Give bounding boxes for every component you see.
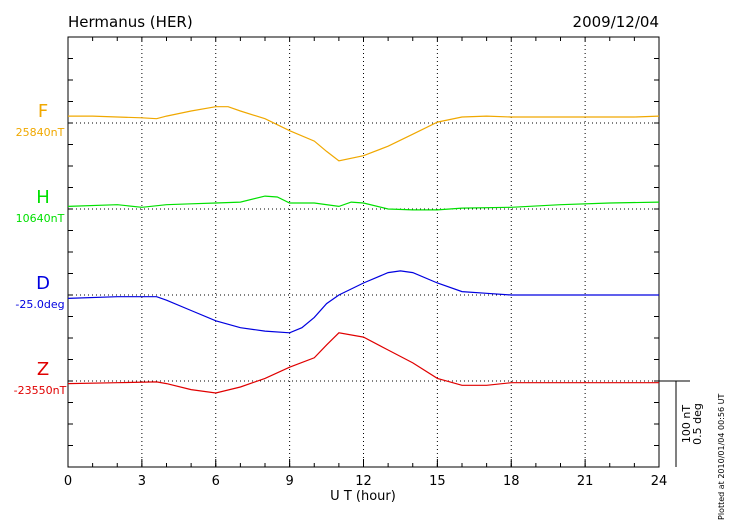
x-tick-label: 0 (64, 474, 72, 489)
chart-date: 2009/12/04 (573, 13, 659, 31)
baseline-label: -23550nT (14, 384, 67, 397)
x-axis-label: U T (hour) (330, 489, 396, 504)
series-line (67, 332, 659, 394)
series-name: D (36, 273, 50, 294)
baseline-label: -25.0deg (15, 298, 64, 311)
footer: Plotted at 2010/01/04 00:56 UT (717, 394, 726, 520)
baseline-label: 10640nT (16, 212, 65, 225)
series-name: H (36, 187, 50, 208)
scale-bar-label: 100 nT (680, 405, 693, 443)
series-line (68, 106, 660, 162)
series-name: F (38, 101, 48, 122)
scale-bar-label: 0.5 deg (691, 403, 704, 445)
series-line (67, 270, 659, 334)
x-tick-label: 6 (212, 474, 220, 489)
x-tick-label: 21 (577, 474, 594, 489)
x-tick-label: 12 (355, 474, 372, 489)
series-name: Z (37, 359, 49, 380)
x-tick-label: 24 (651, 474, 668, 489)
chart-title: Hermanus (HER) (68, 13, 193, 31)
baseline-label: 25840nT (16, 126, 65, 139)
x-tick-label: 3 (138, 474, 146, 489)
x-tick-label: 9 (285, 474, 293, 489)
x-tick-label: 15 (429, 474, 446, 489)
x-tick-label: 18 (503, 474, 520, 489)
series-line (67, 195, 660, 211)
